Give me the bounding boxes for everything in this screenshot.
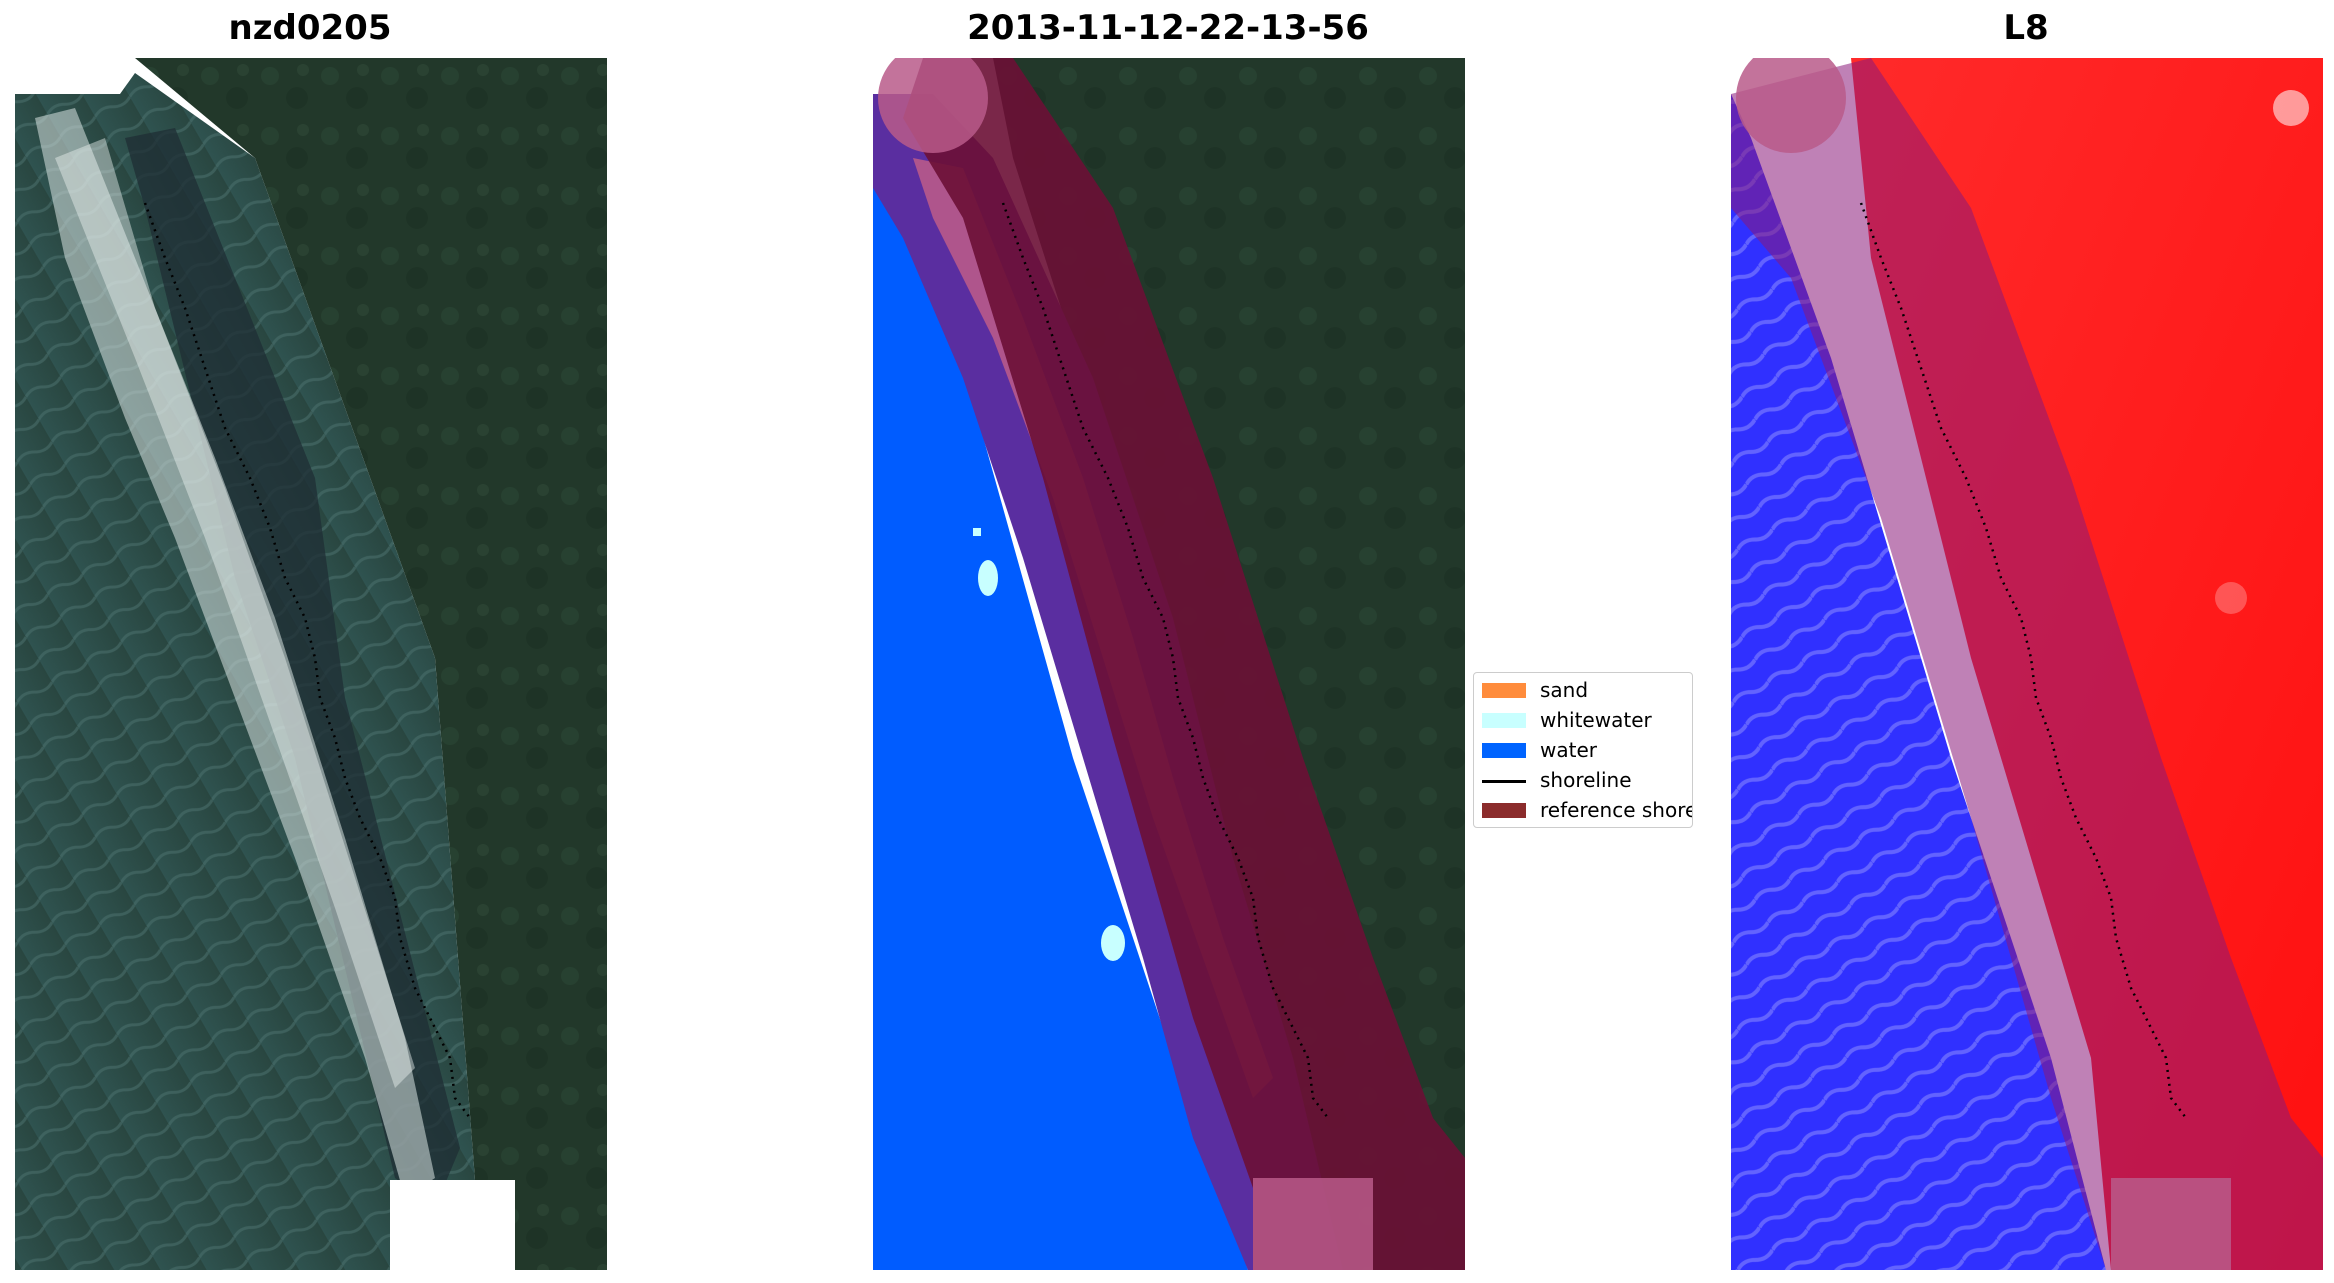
legend-label: reference shoreline (1540, 798, 1692, 822)
legend-item-reference-shoreline: reference shoreline (1474, 797, 1692, 823)
legend-label: whitewater (1540, 708, 1652, 732)
legend-item-whitewater: whitewater (1474, 707, 1692, 733)
whitewater-blob (978, 560, 998, 596)
l8-index-image (1731, 58, 2323, 1270)
reference-shoreline-buffer (903, 58, 1465, 1270)
legend-item-water: water (1474, 737, 1692, 763)
legend-item-sand: sand (1474, 677, 1692, 703)
panel-title-mndwi: L8 (2003, 8, 2049, 48)
legend-swatch (1482, 713, 1526, 728)
legend-swatch (1482, 743, 1526, 758)
legend-label: sand (1540, 678, 1589, 702)
legend-swatch (1482, 803, 1526, 818)
sea-index-region (1731, 94, 2106, 1270)
classified-image (873, 58, 1465, 1270)
panel-title-classified: 2013-11-12-22-13-56 (967, 8, 1369, 48)
legend-label: water (1540, 738, 1597, 762)
panel-title-rgb: nzd0205 (228, 8, 392, 48)
land-region (135, 58, 607, 1270)
legend-label: shoreline (1540, 768, 1632, 792)
legend-swatch (1482, 780, 1526, 783)
legend-swatch (1482, 683, 1526, 698)
legend: sand whitewater water shoreline reference sh… (1473, 672, 1693, 828)
reference-shoreline-buffer (1731, 58, 2323, 1270)
legend-item-shoreline: shoreline (1474, 767, 1692, 793)
rgb-satellite-image (15, 58, 607, 1270)
surf-band (35, 108, 435, 1198)
